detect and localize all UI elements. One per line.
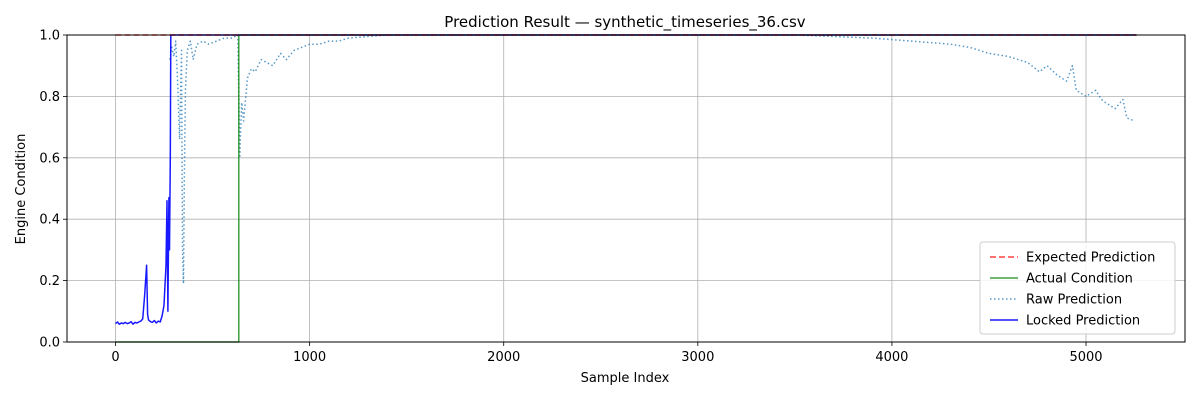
x-tick-label: 1000 [293,350,326,365]
y-tick-label: 1.0 [39,29,60,44]
x-tick-label: 5000 [1069,350,1102,365]
x-tick-label: 0 [111,350,119,365]
legend: Expected Prediction Actual Condition Raw P… [979,241,1176,335]
x-axis: 0 1000 2000 3000 4000 5000 [111,342,1103,365]
y-tick-label: 0.8 [39,90,60,105]
legend-label: Raw Prediction [1026,293,1122,308]
x-tick-label: 2000 [487,350,520,365]
series-line-locked-prediction [115,34,1137,325]
y-axis: 0.0 0.2 0.4 0.6 0.8 1.0 [39,29,67,351]
y-axis-label: Engine Condition [14,134,29,245]
legend-label: Expected Prediction [1026,251,1155,266]
x-tick-label: 3000 [681,350,714,365]
x-tick-label: 4000 [875,350,908,365]
legend-label: Actual Condition [1026,272,1133,287]
legend-box [979,241,1176,335]
chart-title: Prediction Result — synthetic_timeseries… [444,13,806,32]
y-tick-label: 0.4 [39,213,60,228]
series-line-raw-prediction [169,34,1135,285]
legend-label: Locked Prediction [1026,314,1140,329]
y-tick-label: 0.0 [39,336,60,351]
y-tick-label: 0.2 [39,274,60,289]
x-axis-label: Sample Index [581,371,670,386]
plot-frame [66,34,1186,343]
y-tick-label: 0.6 [39,151,60,166]
